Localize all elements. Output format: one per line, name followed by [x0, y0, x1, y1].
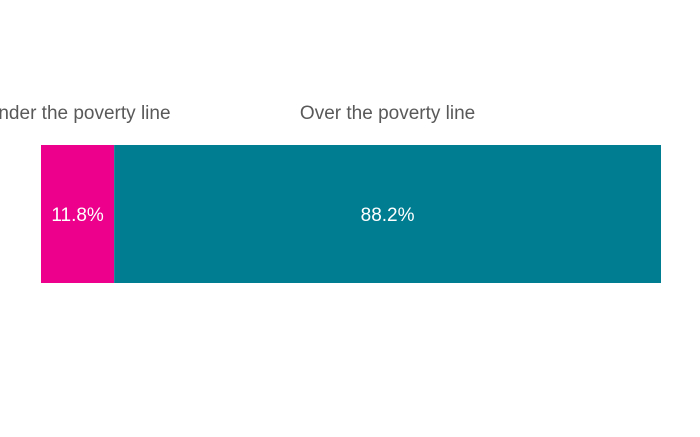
bar-segment-over-the-poverty-line — [114, 145, 661, 283]
category-label-over-the-poverty-line: Over the poverty line — [300, 103, 475, 124]
bar-segments — [41, 145, 661, 283]
value-labels: 11.8% 88.2% — [51, 205, 414, 226]
category-labels: Under the poverty line Over the poverty l… — [0, 103, 475, 124]
value-label-under-the-poverty-line: 11.8% — [51, 205, 104, 226]
category-label-under-the-poverty-line: Under the poverty line — [0, 103, 171, 124]
bar-segment-under-the-poverty-line — [41, 145, 115, 283]
value-label-over-the-poverty-line: 88.2% — [361, 205, 415, 226]
